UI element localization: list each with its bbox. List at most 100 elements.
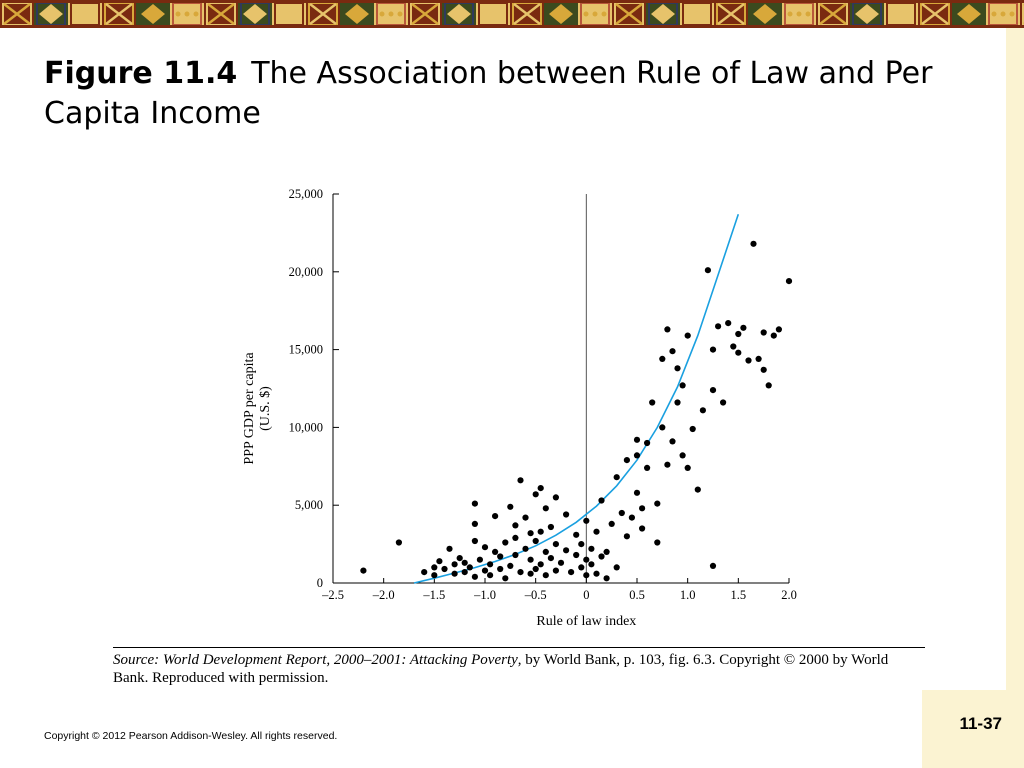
data-point [755,355,762,362]
x-tick-label: 0.5 [629,588,645,602]
data-point [674,399,681,406]
data-point [659,424,666,431]
x-tick-label: –1.0 [473,588,496,602]
banner-tile [442,0,476,28]
data-point [471,520,478,527]
scatter-chart: –2.5 –2.0 –1.5 –1.0 –0.5 0 0.5 1.0 1.5 2.0 0 5,000 1… [242,187,797,629]
data-point [517,569,524,576]
data-point [654,500,661,507]
banner-tile [272,0,306,28]
data-point [583,572,590,579]
data-point [481,544,489,551]
data-point [639,505,646,512]
data-point [720,399,727,406]
source-divider [113,647,925,648]
banner-tile [408,0,442,28]
data-point [431,572,438,579]
decorative-banner [0,0,1024,28]
data-point [578,541,585,548]
fit-curve-layer [413,213,740,584]
data-point [633,452,641,459]
axes [332,193,790,584]
data-point [775,326,783,333]
data-point [547,523,554,531]
data-point [679,382,686,389]
y-tick-label: 15,000 [289,343,323,357]
y-tick-label: 25,000 [289,187,323,201]
data-point [654,539,661,546]
data-point [568,569,575,576]
data-point [618,509,625,517]
data-point [466,564,473,571]
banner-tile [510,0,544,28]
data-point [471,573,478,580]
data-point [502,539,509,546]
data-point [542,572,549,579]
figure-number: Figure 11.4 [44,56,238,91]
data-point [446,545,453,552]
data-point [502,575,509,582]
data-point [552,494,559,501]
data-point [522,545,529,552]
y-tick-label: 20,000 [289,265,323,279]
data-point [583,517,590,524]
x-tick-label: –0.5 [524,588,547,602]
source-details: , by World Bank, p. 103, fig. 6.3. Copyr… [113,652,889,686]
data-point [664,461,671,468]
copyright-notice: Copyright © 2012 Pearson Addison-Wesley.… [44,730,338,742]
data-point [664,326,671,333]
data-point [679,452,686,459]
data-point [537,561,544,568]
data-point [593,570,600,577]
data-point [456,555,463,562]
data-point [421,569,428,576]
data-point [699,407,706,414]
x-axis-title: Rule of law index [536,614,636,629]
data-point [770,332,777,339]
data-point [669,438,676,445]
data-point [583,556,590,563]
data-point [649,399,656,406]
banner-tile [748,0,782,28]
data-point [573,531,580,538]
data-point [527,570,534,577]
data-point [552,567,559,574]
data-point [689,425,696,433]
data-point [573,551,580,559]
banner-tile [238,0,272,28]
data-point [740,324,747,331]
banner-tile [0,0,34,28]
data-point [785,278,793,285]
data-point [644,439,651,447]
data-point [542,505,549,512]
data-point [507,562,514,569]
data-point [537,485,544,492]
data-point [613,564,620,571]
y-tick-label: 0 [317,576,323,590]
data-point [563,547,570,554]
data-point [598,553,605,560]
data-point [588,545,595,552]
x-tick-label: 1.5 [731,588,747,602]
x-tick-label: 1.0 [680,588,696,602]
data-points [360,240,793,582]
data-point [623,457,630,464]
figure-title: The Association between Rule of Law and … [44,56,933,131]
data-point [471,537,478,545]
data-point [542,548,549,555]
data-point [623,533,630,540]
data-point [547,555,554,562]
data-point [684,464,691,471]
data-point [709,562,717,569]
data-point [644,464,651,471]
data-point [709,387,717,394]
banner-tile [544,0,578,28]
data-point [552,541,559,548]
data-point [522,514,529,521]
data-point [659,355,666,362]
data-point [557,559,565,566]
data-point [497,553,504,560]
data-point [760,329,767,336]
data-point [593,528,600,535]
data-point [461,569,468,576]
